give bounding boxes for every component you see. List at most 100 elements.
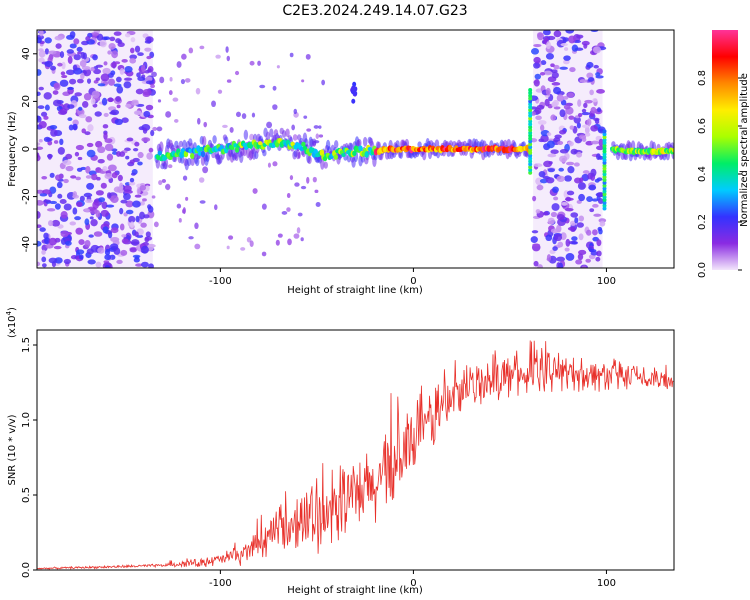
heatmap-cell — [107, 50, 112, 55]
heatmap-cell — [281, 211, 288, 215]
heatmap-cell — [65, 69, 75, 76]
heatmap-cell — [54, 35, 64, 41]
heatmap-cell — [576, 222, 584, 228]
heatmap-cell — [86, 78, 92, 84]
heatmap-cell — [313, 125, 319, 129]
heatmap-cell — [315, 201, 321, 208]
heatmap-cell — [246, 237, 252, 243]
heatmap-cell — [185, 196, 189, 201]
heatmap-cell — [161, 178, 167, 183]
heatmap-cell — [117, 42, 125, 48]
heatmap-cell — [590, 140, 600, 145]
heatmap-cell — [54, 203, 61, 210]
heatmap-cell — [64, 240, 72, 246]
heatmap-cell — [586, 61, 594, 69]
heatmap-cell — [587, 172, 593, 180]
heatmap-cell — [249, 60, 255, 66]
heatmap-cell — [565, 30, 575, 34]
heatmap-cell — [156, 126, 163, 132]
spectrogram-x-tick-label: 100 — [597, 276, 616, 287]
spectrogram-y-ticks: -40 -20 0 20 40 — [21, 47, 37, 252]
heatmap-cell — [547, 153, 557, 158]
figure-title: C2E3.2024.249.14.07.G23 — [282, 3, 467, 19]
heatmap-cell — [195, 157, 200, 167]
heatmap-cell — [588, 77, 595, 82]
heatmap-cell — [67, 55, 73, 64]
heatmap-cell — [95, 261, 102, 268]
heatmap-cell — [602, 192, 607, 197]
heatmap-cell — [69, 43, 77, 49]
heatmap-cell — [362, 136, 368, 147]
heatmap-cell — [146, 55, 152, 60]
heatmap-cell — [528, 150, 533, 155]
heatmap-cell — [60, 230, 69, 238]
heatmap-cell — [598, 138, 604, 147]
heatmap-cell — [75, 176, 82, 181]
heatmap-cell — [593, 213, 602, 217]
heatmap-cell — [546, 254, 552, 262]
heatmap-cell — [129, 177, 135, 183]
heatmap-cell — [44, 104, 50, 111]
heatmap-cell — [117, 174, 123, 182]
heatmap-cell — [144, 40, 152, 44]
heatmap-cell — [42, 189, 51, 195]
heatmap-cell — [120, 199, 128, 204]
heatmap-cell — [528, 116, 533, 121]
heatmap-cell — [536, 184, 544, 191]
heatmap-cell — [48, 257, 58, 264]
heatmap-cell — [41, 256, 47, 263]
heatmap-cell — [225, 46, 229, 53]
heatmap-cell — [86, 149, 96, 158]
heatmap-cell — [146, 152, 153, 160]
heatmap-cell — [596, 250, 602, 257]
heatmap-cell — [565, 253, 575, 261]
heatmap-cell — [306, 128, 312, 132]
heatmap-cell — [51, 219, 61, 227]
heatmap-cell — [59, 51, 65, 59]
heatmap-cell — [174, 119, 179, 123]
heatmap-cell — [554, 134, 562, 139]
heatmap-cell — [49, 124, 58, 130]
heatmap-cell — [90, 219, 98, 227]
heatmap-cell — [623, 153, 629, 161]
heatmap-cell — [581, 112, 591, 116]
heatmap-cell — [565, 238, 571, 247]
heatmap-cell — [602, 152, 607, 157]
heatmap-cell — [135, 263, 143, 267]
heatmap-cell — [59, 138, 64, 146]
heatmap-cell — [85, 199, 93, 204]
heatmap-cell — [291, 124, 295, 131]
heatmap-cell — [547, 217, 555, 225]
heatmap-cell — [65, 165, 74, 172]
heatmap-cell — [222, 124, 228, 128]
heatmap-cell — [137, 151, 144, 159]
heatmap-cell — [589, 208, 595, 213]
heatmap-cell — [121, 117, 129, 123]
heatmap-cell — [97, 83, 106, 87]
heatmap-cell — [592, 203, 599, 208]
heatmap-cell — [103, 112, 109, 118]
spectrogram-y-tick-label: -40 — [21, 236, 32, 252]
heatmap-cell — [132, 200, 141, 208]
heatmap-cell — [137, 161, 143, 166]
heatmap-cell — [38, 138, 43, 143]
heatmap-cell — [528, 133, 533, 138]
heatmap-cell — [276, 65, 280, 69]
heatmap-cell — [596, 153, 601, 161]
heatmap-cell — [86, 142, 94, 148]
heatmap-cell — [84, 239, 91, 248]
heatmap-cell — [37, 210, 41, 219]
colorbar-tick-label: 0.0 — [697, 262, 708, 278]
heatmap-cell — [217, 89, 223, 94]
heatmap-cell — [235, 111, 241, 118]
heatmap-cell — [97, 158, 105, 164]
heatmap-cell — [556, 94, 564, 102]
heatmap-cell — [533, 43, 542, 48]
heatmap-cell — [96, 176, 101, 181]
heatmap-cell — [559, 155, 568, 163]
heatmap-cell — [82, 68, 92, 77]
heatmap-cell — [88, 234, 94, 238]
heatmap-cell — [543, 70, 553, 76]
heatmap-cell — [44, 37, 52, 44]
heatmap-cell — [87, 259, 96, 265]
